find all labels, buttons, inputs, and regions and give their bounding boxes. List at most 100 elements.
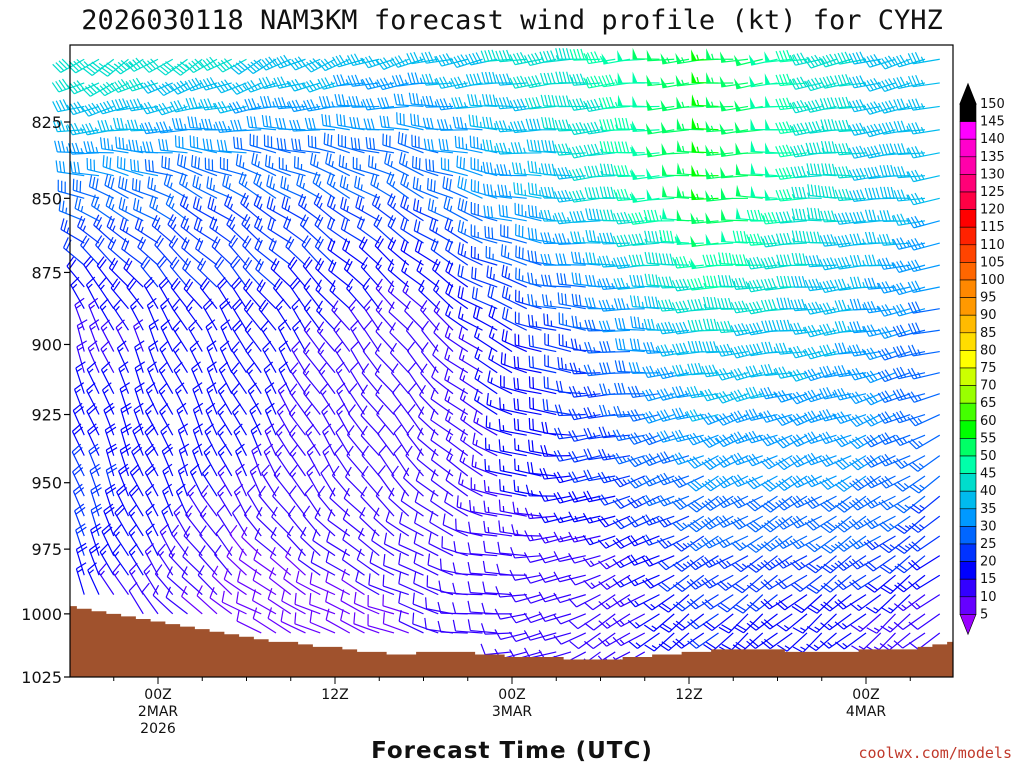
wind-barb (745, 322, 778, 336)
wind-barb (97, 119, 129, 132)
wind-barb (730, 515, 764, 530)
wind-barb (88, 297, 100, 331)
wind-barb (848, 167, 881, 181)
wind-barb (444, 238, 469, 266)
wind-barb (214, 79, 247, 94)
wind-barb (264, 402, 277, 436)
wind-barb (775, 232, 808, 246)
wind-barb (256, 506, 277, 537)
wind-barb (268, 238, 292, 266)
wind-barb (177, 463, 189, 497)
wind-barb (500, 244, 527, 266)
wind-barb (470, 157, 498, 177)
wind-barb (498, 418, 527, 436)
colorbar-label: 90 (980, 308, 997, 323)
wind-barb (444, 491, 469, 517)
x-tick-label: 2026 (140, 721, 176, 737)
wind-barb (204, 157, 232, 177)
wind-barb (750, 185, 778, 199)
wind-barb (719, 123, 749, 135)
wind-barb (568, 408, 601, 421)
wind-barb (130, 159, 159, 177)
wind-barb (483, 520, 513, 537)
wind-barb (359, 507, 380, 537)
wind-barb (789, 454, 823, 468)
wind-barb (105, 463, 118, 497)
wind-barb (480, 643, 513, 656)
wind-barb (343, 258, 365, 288)
wind-barb (849, 475, 882, 491)
wind-barb (661, 164, 690, 177)
wind-barb (568, 553, 601, 564)
x-tick-label: 4MAR (846, 704, 887, 720)
y-tick-label: 1025 (21, 668, 62, 687)
wind-barb (705, 96, 734, 109)
wind-barb (908, 515, 941, 533)
wind-barb (177, 423, 189, 456)
wind-barb (789, 535, 823, 550)
wind-barb (397, 131, 424, 154)
wind-barb (147, 176, 173, 199)
wind-barb (848, 391, 881, 405)
wind-barb (879, 164, 911, 177)
wind-barb (499, 479, 527, 497)
wind-barb (411, 155, 439, 177)
wind-barb (171, 58, 203, 76)
wind-barb (672, 574, 705, 592)
wind-barb (297, 548, 321, 576)
wind-barb (237, 570, 262, 596)
wind-barb (907, 74, 940, 88)
wind-barb (289, 119, 321, 132)
wind-barb (353, 612, 380, 634)
wind-barb (126, 277, 144, 310)
wind-barb (775, 73, 808, 87)
wind-barb (206, 382, 218, 415)
wind-barb (632, 47, 660, 60)
wind-barb (761, 341, 793, 354)
wind-barb (627, 495, 660, 509)
wind-barb (877, 100, 911, 114)
wind-barb (701, 455, 734, 471)
wind-barb (554, 166, 586, 180)
wind-barb (374, 343, 395, 374)
wind-barb (686, 385, 719, 399)
wind-barbs-layer (51, 47, 941, 669)
wind-barb (178, 443, 190, 477)
wind-barb (472, 306, 498, 331)
wind-barb (349, 361, 366, 395)
wind-barb (526, 139, 557, 154)
wind-barb (482, 581, 513, 596)
wind-barb (715, 455, 749, 468)
wind-barb (444, 368, 469, 395)
wind-barb (69, 161, 100, 177)
wind-barb (52, 99, 85, 113)
wind-barb (334, 93, 365, 108)
wind-barb (612, 632, 646, 647)
wind-barb (347, 404, 365, 436)
wind-barb (420, 300, 439, 331)
wind-barb (105, 194, 129, 222)
wind-barb (346, 445, 365, 477)
wind-barb (834, 364, 867, 378)
wind-barb (848, 515, 882, 530)
wind-barb (258, 56, 291, 71)
y-tick-label: 1000 (21, 605, 62, 624)
wind-barb (352, 156, 380, 177)
wind-barb (791, 186, 822, 199)
wind-barb (294, 592, 321, 615)
wind-barb (834, 555, 867, 571)
wind-barb (251, 152, 277, 177)
wind-barb (806, 613, 837, 633)
wind-barb (656, 366, 690, 380)
wind-barb (309, 611, 336, 634)
wind-barb (325, 608, 351, 634)
wind-barb (67, 58, 100, 74)
wind-barb (220, 319, 233, 352)
wind-barb (197, 257, 218, 288)
wind-barb (806, 207, 837, 222)
wind-barb (483, 183, 513, 199)
wind-barb (90, 483, 102, 517)
wind-barb (206, 340, 218, 373)
wind-barb (384, 152, 410, 177)
wind-barb (452, 116, 483, 131)
